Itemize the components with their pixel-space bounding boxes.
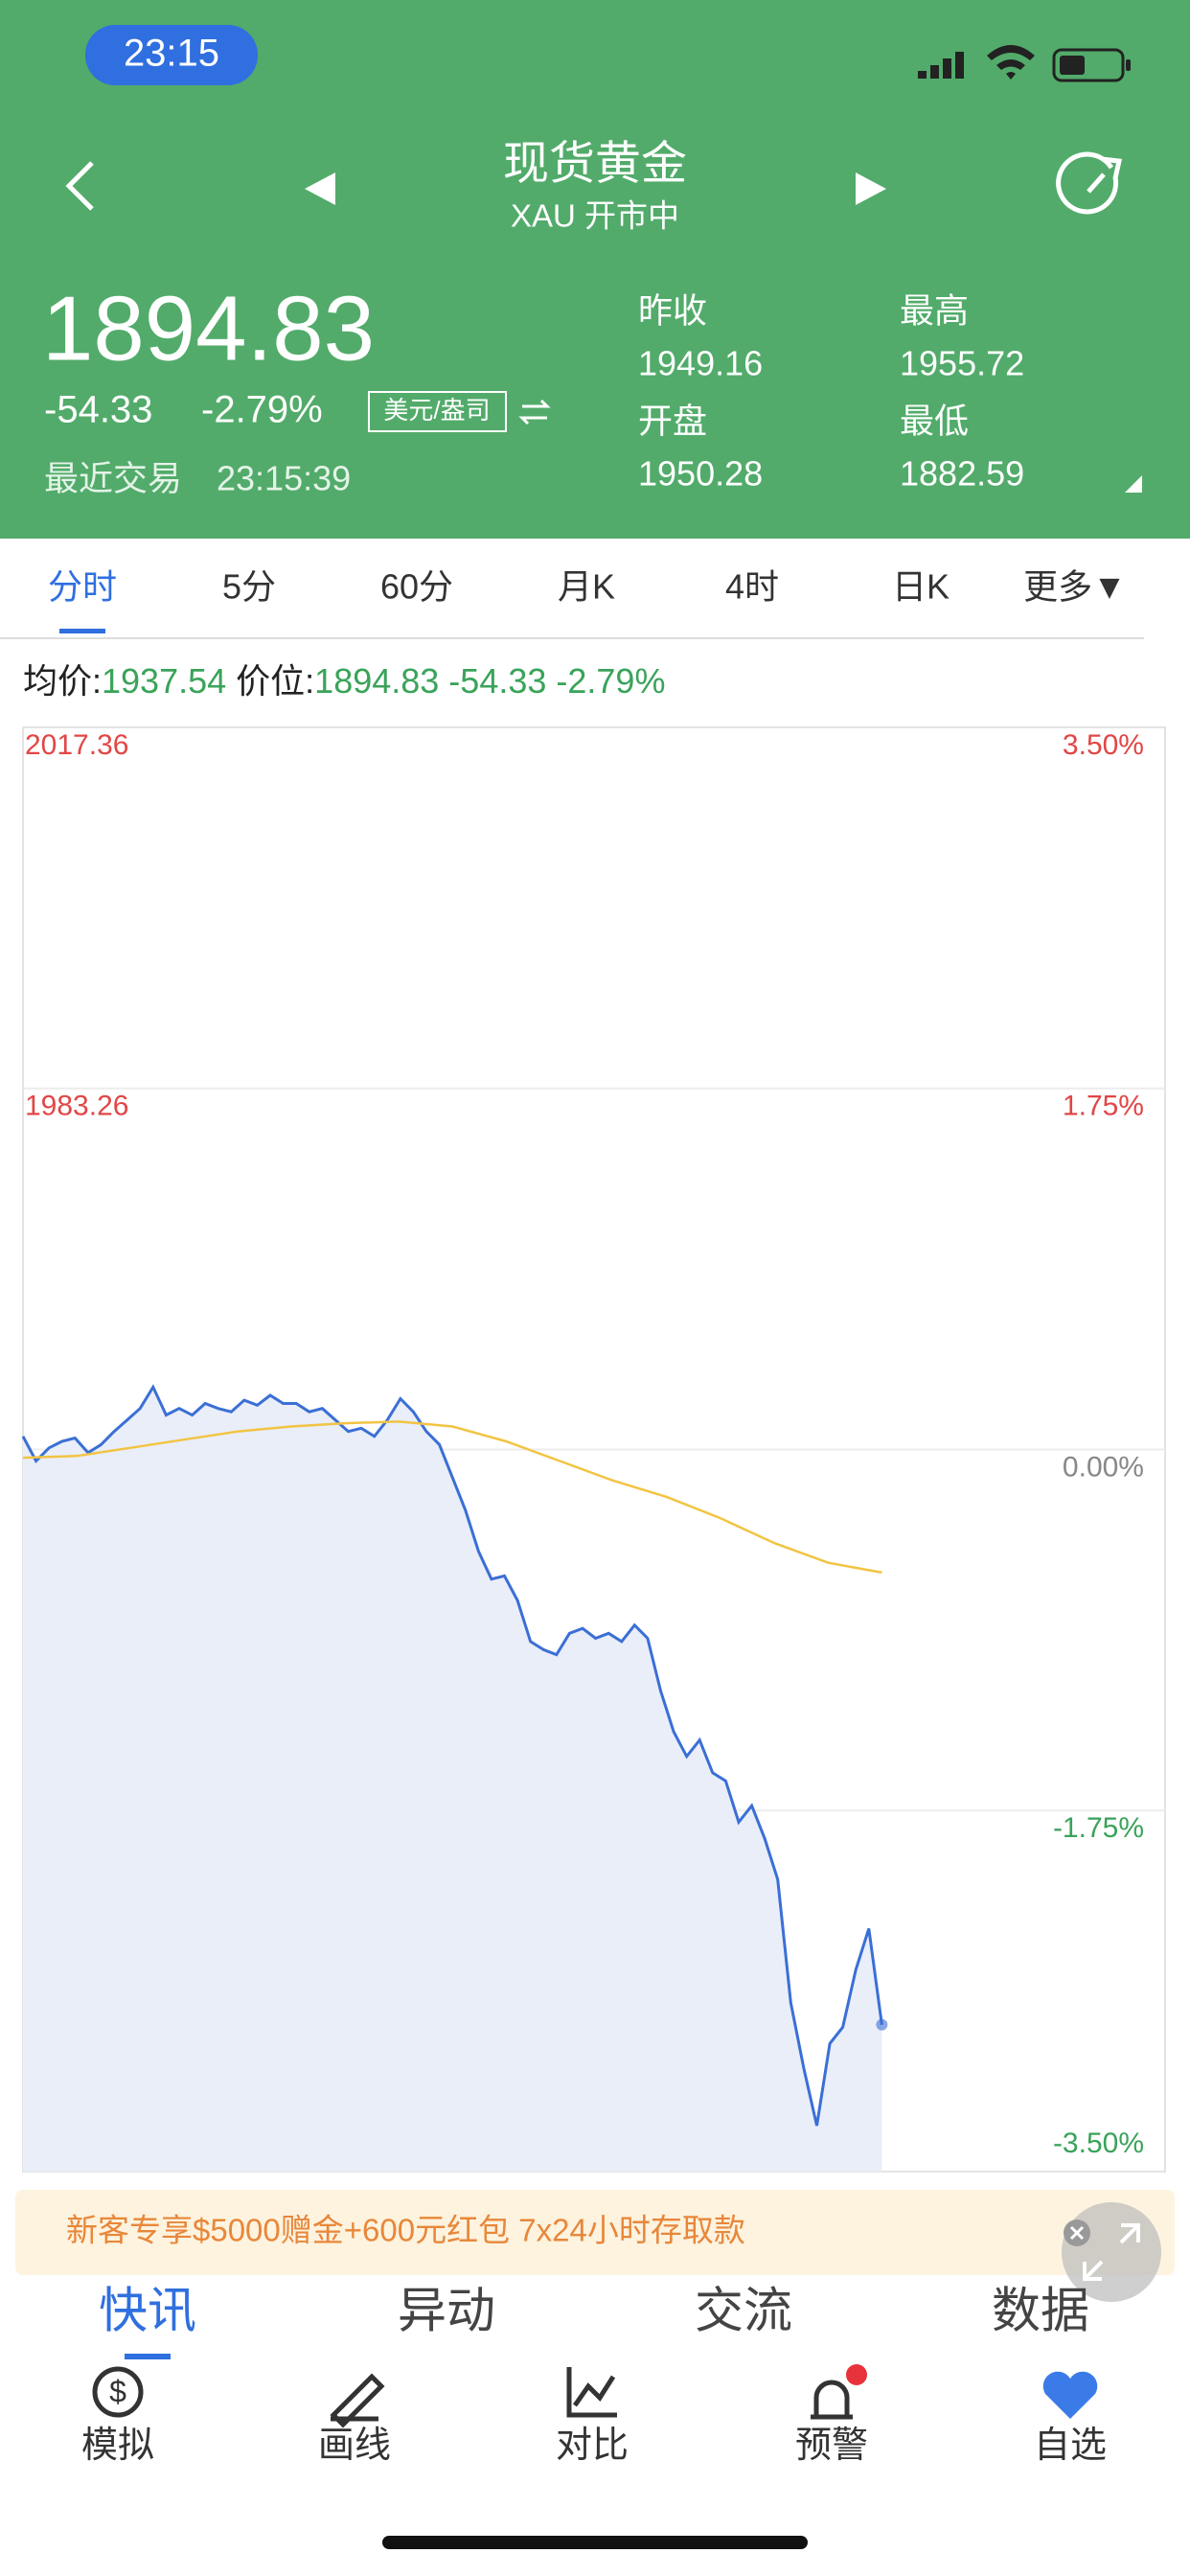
icon-draw xyxy=(330,2373,385,2428)
toolbar-label[interactable]: 对比 xyxy=(556,2426,629,2466)
svg-text:$: $ xyxy=(109,2374,126,2408)
icon-alert xyxy=(811,2364,867,2420)
tab[interactable]: 4时 xyxy=(725,567,779,607)
y2-tick-label: -3.50% xyxy=(1053,2128,1144,2159)
stat-value: 1949.16 xyxy=(638,344,763,383)
close-x xyxy=(1069,2225,1085,2241)
bottom-tab[interactable]: 数据 xyxy=(992,2283,1089,2337)
toolbar-label[interactable]: 预警 xyxy=(795,2426,868,2466)
toolbar-label[interactable]: 模拟 xyxy=(81,2426,154,2466)
stat-label: 最低 xyxy=(900,402,969,441)
header-bg xyxy=(0,0,1190,539)
unit: 美元/盎司 xyxy=(383,396,490,425)
toolbar-label[interactable]: 画线 xyxy=(318,2426,391,2466)
tab[interactable]: 5分 xyxy=(222,567,276,607)
icon-simulate: $ xyxy=(92,2366,144,2418)
tab[interactable]: 月K xyxy=(558,567,615,607)
stat-label: 最高 xyxy=(900,291,969,331)
next-button[interactable] xyxy=(856,172,886,205)
bottom-tab[interactable]: 快讯 xyxy=(99,2283,196,2337)
stat-value: 1955.72 xyxy=(900,344,1024,383)
status-time: 23:15 xyxy=(124,33,219,75)
tab[interactable]: 日K xyxy=(892,567,950,607)
tab[interactable]: 分时 xyxy=(48,567,117,607)
back-button[interactable] xyxy=(65,161,94,211)
stat-label: 开盘 xyxy=(638,402,707,441)
avg-label: 均价: xyxy=(23,661,102,701)
last-point xyxy=(876,2018,888,2031)
y2-tick-label: 1.75% xyxy=(1063,1091,1144,1122)
title: 现货黄金 xyxy=(503,139,687,190)
price-value: 1894.83 -54.33 -2.79% xyxy=(314,661,665,701)
tab[interactable]: 60分 xyxy=(380,567,453,607)
home-indicator xyxy=(382,2536,808,2549)
stat-label: 昨收 xyxy=(638,291,707,331)
tab-bar: 分时 5分 60分 月K 4时 日K 更多▼ xyxy=(48,567,1127,633)
bottom-tabs: 快讯 异动 交流 数据 xyxy=(99,2283,1089,2359)
price: 1894.83 xyxy=(42,277,375,380)
tab[interactable]: 更多▼ xyxy=(1023,567,1127,607)
unit-box xyxy=(368,391,507,432)
y-tick-label: 1983.26 xyxy=(25,1091,128,1122)
bottom-tab[interactable]: 异动 xyxy=(398,2283,495,2337)
tab-underline xyxy=(59,629,105,633)
banner-bg[interactable] xyxy=(15,2190,1175,2275)
toolbar: $ 模拟 画线 对比 预警 自选 xyxy=(81,2364,1107,2466)
chart: 2017.361983.261949.161915.061880.963.50%… xyxy=(21,729,1165,2172)
change-pct: -2.79% xyxy=(201,389,323,431)
last-trade-time: 23:15:39 xyxy=(217,459,351,498)
change: -54.33 xyxy=(44,389,152,431)
expand-corner[interactable] xyxy=(1125,475,1142,493)
line xyxy=(22,1420,882,1575)
y2-tick-label: 3.50% xyxy=(1063,729,1144,761)
expand-icon xyxy=(1083,2223,1140,2281)
subtitle: XAU 开市中 xyxy=(511,198,679,234)
refresh-button[interactable] xyxy=(1056,151,1123,215)
y2-tick-label: -1.75% xyxy=(1053,1812,1144,1844)
price-label: 价位: xyxy=(236,661,314,701)
avg-value: 1937.54 xyxy=(102,661,226,701)
banner-text[interactable]: 新客专享$5000赠金+600元红包 7x24小时存取款 xyxy=(66,2213,745,2248)
status-icons xyxy=(918,45,1131,82)
toolbar-label[interactable]: 自选 xyxy=(1034,2426,1107,2466)
bottom-tab-underline xyxy=(125,2354,171,2359)
bottom-tab[interactable]: 交流 xyxy=(695,2283,792,2337)
area xyxy=(23,1387,882,2172)
info-line: 均价:1937.54 价位:1894.83 -54.33 -2.79% xyxy=(23,661,665,701)
swap-icon[interactable] xyxy=(518,399,551,426)
last-trade-label: 最近交易 xyxy=(44,459,182,498)
y2-tick-label: 0.00% xyxy=(1063,1451,1144,1483)
stat-value: 1882.59 xyxy=(900,454,1024,494)
y-tick-label: 2017.36 xyxy=(25,729,128,761)
time-pill xyxy=(85,25,258,85)
icon-compare xyxy=(566,2367,617,2418)
line xyxy=(21,1384,883,2127)
prev-button[interactable] xyxy=(305,172,335,205)
stat-value: 1950.28 xyxy=(638,454,763,494)
icon-favorite xyxy=(1042,2371,1098,2419)
